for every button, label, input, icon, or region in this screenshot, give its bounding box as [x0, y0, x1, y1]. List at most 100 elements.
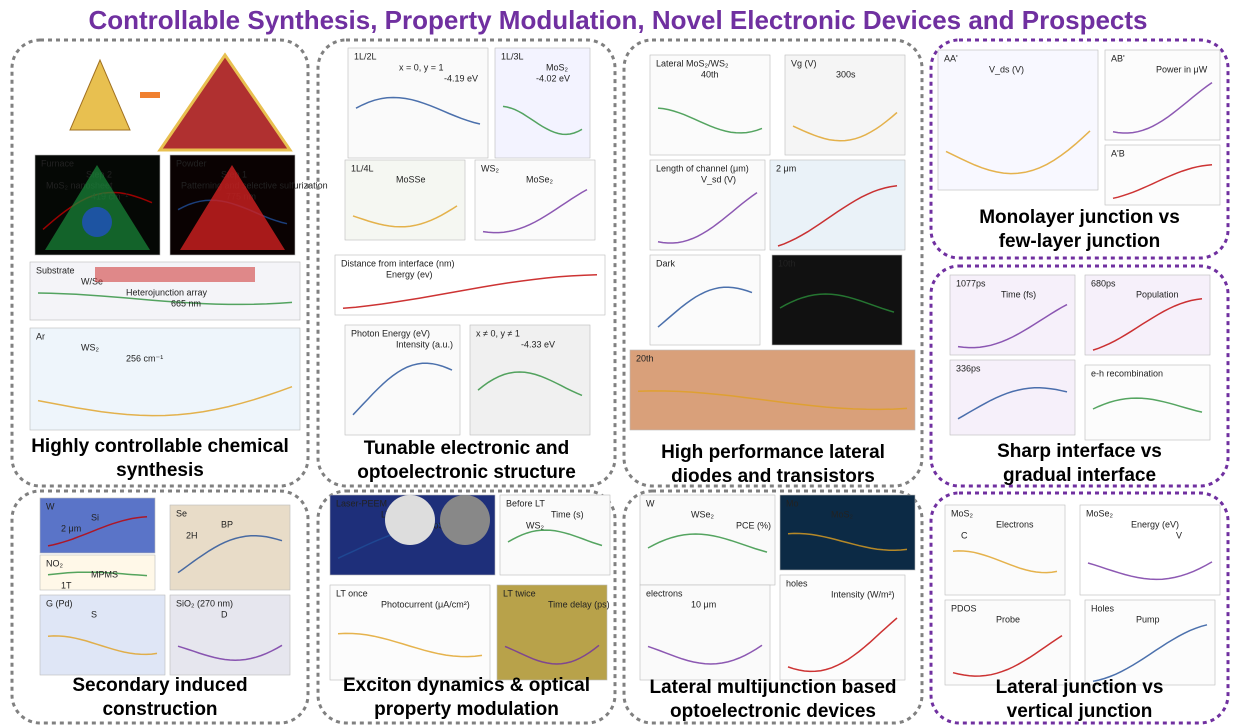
image-label: W: [646, 498, 655, 508]
decorative-curve: [1092, 298, 1203, 351]
decorative-curve: [342, 273, 598, 310]
image-label: BP: [221, 519, 233, 529]
panel-image: [344, 324, 461, 436]
image-label: electrons: [646, 588, 683, 598]
image-label: MoS₂: [831, 509, 854, 519]
decorative-curve: [352, 205, 458, 228]
panel-caption: Highly controllable chemical: [31, 436, 289, 457]
image-label: -4.33 eV: [521, 339, 555, 349]
decorative-curve: [952, 550, 1058, 574]
panel-image: [937, 49, 1099, 191]
panel-image: [469, 324, 591, 436]
image-label: AA': [944, 53, 958, 63]
image-label: Energy (eV): [1131, 519, 1179, 529]
decorative-curve: [504, 644, 600, 665]
image-label: Holes: [1091, 603, 1115, 613]
image-label: Mo: [786, 498, 799, 508]
figure-title: Controllable Synthesis, Property Modulat…: [88, 5, 1147, 35]
image-label: Furnace: [41, 158, 74, 168]
image-label: W: [46, 501, 55, 511]
laser-sphere: [440, 495, 490, 545]
image-label: V_sd (V): [701, 174, 736, 184]
image-label: Electrons: [996, 519, 1034, 529]
panel-image: [784, 54, 906, 156]
laser-sphere: [385, 495, 435, 545]
decorative-curve: [957, 387, 1068, 420]
decorative-curve: [482, 188, 588, 234]
panel-caption: few-layer junction: [999, 231, 1161, 252]
image-label: Probe: [996, 614, 1020, 624]
panel-caption: Lateral junction vs: [996, 677, 1164, 698]
decorative-curve: [647, 533, 768, 553]
panel-caption: Lateral multijunction based: [649, 677, 896, 698]
decorative-curve: [37, 385, 293, 417]
image-label: MoS₂: [951, 508, 974, 518]
panel-image: [29, 327, 301, 431]
decorative-curve: [945, 130, 1091, 175]
glow-core: [82, 207, 112, 237]
image-label: -4.19 eV: [444, 73, 478, 83]
image-label: W/Se: [81, 276, 103, 286]
panel-caption: gradual interface: [1003, 465, 1156, 486]
decorative-curve: [787, 617, 898, 673]
panel-image: [334, 254, 606, 316]
decorative-curve: [957, 303, 1068, 349]
panel-image: [474, 159, 596, 241]
image-label: Lateral MoS₂/WS₂: [656, 58, 729, 68]
panel-border: [10, 489, 310, 725]
panel-border: [929, 38, 1230, 260]
image-label: Si: [91, 512, 99, 522]
image-label: 680ps: [1091, 278, 1116, 288]
panel-image: [494, 47, 591, 159]
image-label: Power in μW: [1156, 64, 1208, 74]
image-label: 1L/3L: [501, 51, 524, 61]
image-label: PDOS: [951, 603, 977, 613]
panel-caption: diodes and transistors: [671, 466, 875, 487]
image-label: MoSe₂: [526, 174, 554, 184]
image-label: MoSSe: [396, 174, 426, 184]
panel-image: [949, 274, 1076, 356]
panel-caption: Secondary induced: [72, 675, 247, 696]
decorative-curve: [37, 292, 293, 306]
image-label: 1T: [61, 580, 72, 590]
panel-image-group: [944, 504, 1221, 686]
image-label: 1L/4L: [351, 163, 374, 173]
image-label: 665 nm: [171, 298, 201, 308]
image-label: V: [1176, 530, 1182, 540]
decorative-curve: [47, 635, 158, 656]
panel-image: [779, 494, 916, 571]
panel-image: [649, 159, 766, 251]
decorative-curve: [47, 571, 148, 577]
decorative-curve: [792, 111, 898, 142]
decorative-curve: [1092, 624, 1208, 683]
image-label: Photon Energy (eV): [351, 328, 430, 338]
decorative-curve: [355, 96, 481, 125]
panel-image: [769, 159, 906, 251]
decorative-curve: [779, 293, 895, 313]
panel-image: [944, 504, 1066, 596]
image-label: SiO₂ (270 nm): [176, 598, 233, 608]
image-label: MoS₂: [426, 520, 449, 530]
image-label: x = 0, y = 1: [399, 62, 444, 72]
decorative-curve: [657, 191, 758, 244]
image-label: 20th: [636, 353, 654, 363]
panel-border: [10, 38, 310, 488]
image-label: D: [221, 609, 228, 619]
image-label: 10 μm: [691, 599, 716, 609]
image-label: Substrate: [36, 265, 75, 275]
panel-border: [622, 489, 924, 725]
panel-caption: High performance lateral: [661, 442, 885, 463]
panel-caption: vertical junction: [1007, 701, 1153, 722]
image-label: Vg (V): [791, 58, 817, 68]
image-label: LT once: [336, 588, 368, 598]
image-label: Intensity (a.u.): [396, 339, 453, 349]
image-label: 336ps: [956, 363, 981, 373]
image-label: x ≠ 0, y ≠ 1: [476, 328, 520, 338]
image-label: Photocurrent (μA/cm²): [381, 599, 470, 609]
image-label: NO₂: [46, 558, 64, 568]
decorative-curve: [952, 634, 1063, 677]
image-label: WS₂: [481, 163, 499, 173]
image-label: 300s: [836, 69, 856, 79]
panel-caption: optoelectronic devices: [670, 701, 876, 722]
